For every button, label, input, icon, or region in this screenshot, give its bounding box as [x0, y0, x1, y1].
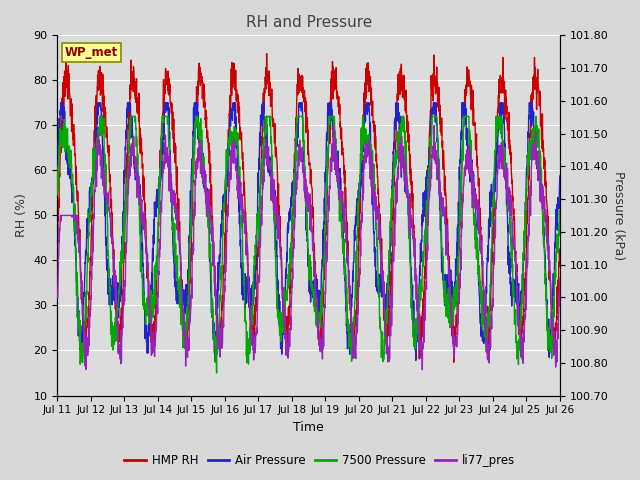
Line: Air Pressure: Air Pressure [58, 103, 560, 361]
li77_pres [512, 265, 520, 271]
Air Pressure [334, 156, 342, 162]
HMP RH [526, 135, 534, 141]
7500 Pressure [526, 151, 534, 157]
7500 Pressure [455, 245, 463, 251]
HMP RH [455, 255, 463, 261]
HMP RH [194, 104, 202, 110]
Air Pressure [194, 136, 202, 142]
li77_pres [323, 259, 330, 264]
7500 Pressure [96, 113, 104, 119]
Air Pressure [512, 299, 520, 304]
HMP RH [54, 224, 61, 229]
7500 Pressure [556, 222, 564, 228]
li77_pres [194, 165, 202, 171]
Y-axis label: RH (%): RH (%) [15, 193, 28, 238]
Air Pressure [526, 107, 534, 112]
li77_pres [526, 195, 534, 201]
li77_pres [54, 289, 61, 295]
HMP RH [556, 249, 564, 255]
Line: HMP RH: HMP RH [58, 54, 560, 362]
HMP RH [450, 360, 458, 365]
Air Pressure [54, 184, 61, 190]
7500 Pressure [512, 340, 520, 346]
Air Pressure [556, 173, 564, 179]
Line: 7500 Pressure: 7500 Pressure [58, 116, 560, 373]
li77_pres [334, 159, 342, 165]
HMP RH [512, 249, 520, 254]
Legend: HMP RH, Air Pressure, 7500 Pressure, li77_pres: HMP RH, Air Pressure, 7500 Pressure, li7… [120, 449, 520, 472]
7500 Pressure [323, 175, 331, 180]
Air Pressure [323, 130, 331, 135]
Text: WP_met: WP_met [65, 46, 118, 59]
Line: li77_pres: li77_pres [58, 125, 560, 370]
li77_pres [419, 367, 426, 372]
Y-axis label: Pressure (kPa): Pressure (kPa) [612, 171, 625, 260]
Air Pressure [211, 358, 219, 364]
7500 Pressure [334, 173, 342, 179]
HMP RH [263, 51, 271, 57]
X-axis label: Time: Time [293, 421, 324, 434]
HMP RH [323, 199, 331, 204]
HMP RH [334, 94, 342, 100]
7500 Pressure [212, 370, 220, 376]
Air Pressure [455, 211, 463, 216]
li77_pres [556, 275, 564, 281]
7500 Pressure [54, 192, 61, 198]
li77_pres [430, 122, 438, 128]
li77_pres [455, 290, 463, 296]
Air Pressure [57, 100, 65, 106]
7500 Pressure [194, 123, 202, 129]
Title: RH and Pressure: RH and Pressure [246, 15, 372, 30]
